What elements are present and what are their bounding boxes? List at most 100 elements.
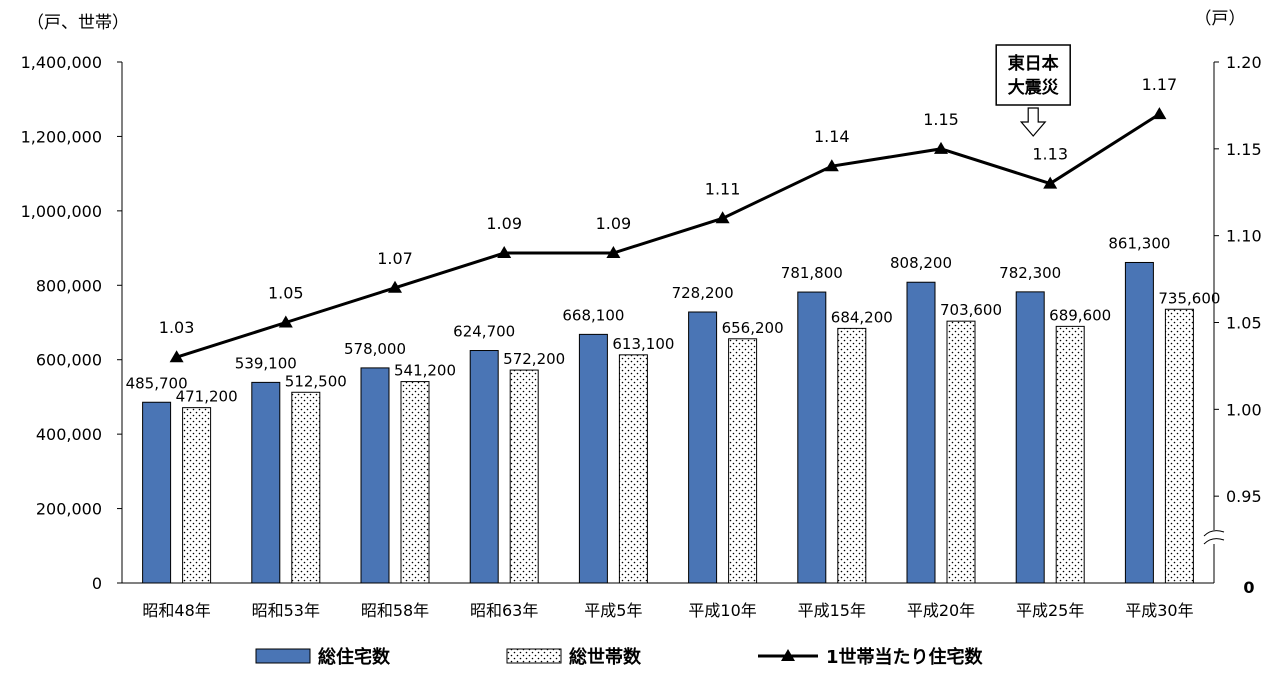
- category-label: 平成10年: [688, 601, 756, 620]
- ratio-label: 1.15: [923, 110, 959, 129]
- right-tick-label: 1.05: [1226, 314, 1262, 333]
- right-zero-label: 0: [1243, 578, 1254, 597]
- bar-label-total-housing: 861,300: [1108, 234, 1170, 252]
- bar-total-households: [509, 369, 539, 584]
- left-tick-label: 600,000: [36, 351, 102, 370]
- ratio-marker: [606, 246, 621, 259]
- bar-total-housing: [251, 381, 281, 584]
- bar-label-total-households: 471,200: [176, 388, 238, 406]
- left-tick-label: 1,200,000: [21, 127, 102, 146]
- bar-label-total-households: 512,500: [285, 372, 347, 390]
- bar-total-households: [618, 354, 648, 584]
- bar-total-housing: [142, 401, 172, 584]
- bar-total-housing: [1015, 291, 1045, 584]
- down-arrow-icon: [1019, 107, 1047, 137]
- bar-label-total-housing: 485,700: [126, 374, 188, 392]
- axis-break-mark: [1203, 530, 1225, 545]
- bar-total-households: [1055, 325, 1085, 584]
- right-tick-label: 1.10: [1226, 227, 1262, 246]
- ratio-marker: [278, 315, 293, 328]
- legend-label-total-housing: 総住宅数: [318, 646, 391, 668]
- ratio-line-path: [176, 112, 1161, 359]
- category-label: 昭和58年: [361, 601, 429, 620]
- ratio-marker: [1152, 107, 1167, 120]
- bar-label-total-housing: 539,100: [235, 354, 297, 372]
- bar-label-total-households: 689,600: [1049, 306, 1111, 324]
- left-tick-label: 0: [92, 574, 102, 593]
- bar-total-households: [837, 327, 867, 584]
- bar-total-households: [182, 407, 212, 584]
- ratio-marker: [824, 159, 839, 172]
- left-tick-label: 1,400,000: [21, 53, 102, 72]
- right-tick-label: 1.00: [1226, 400, 1262, 419]
- left-axis-ticks: 0 200,000 400,000 600,000 800,000 1,000,000 1,…: [21, 53, 122, 593]
- ratio-label: 1.05: [268, 284, 304, 303]
- legend-swatch-total-housing: [255, 648, 311, 664]
- legend-swatch-total-households: [506, 648, 562, 664]
- bar-label-total-housing: 624,700: [453, 323, 515, 341]
- ratio-line: 1.03 1.05 1.07 1.09 1.09 1.11 1.14 1.15 1.13 1.17: [159, 75, 1178, 363]
- axis-break-gap: [1202, 530, 1226, 544]
- ratio-marker: [169, 350, 184, 363]
- ratio-label: 1.03: [159, 318, 195, 337]
- legend: 総住宅数 総世帯数 1世帯当たり住宅数: [255, 646, 984, 668]
- right-axis-title: （戸）: [1195, 9, 1246, 29]
- annotation-text: 東日本: [1008, 53, 1059, 74]
- bar-total-housing: [360, 367, 390, 584]
- category-label: 平成20年: [907, 601, 975, 620]
- ratio-label: 1.09: [596, 214, 632, 233]
- category-labels: 昭和48年 昭和53年 昭和58年 昭和63年 平成5年 平成10年 平成15年 平成20年 平…: [142, 601, 1193, 620]
- ratio-marker: [715, 211, 730, 224]
- bar-total-housing: [1124, 261, 1154, 584]
- bar-total-households: [946, 320, 976, 584]
- bar-label-total-housing: 782,300: [999, 264, 1061, 282]
- ratio-label: 1.11: [705, 179, 741, 198]
- bars-total-households: [182, 308, 1194, 584]
- left-tick-label: 1,000,000: [21, 202, 102, 221]
- category-label: 平成30年: [1125, 601, 1193, 620]
- bar-total-households: [1164, 308, 1194, 584]
- right-tick-label: 1.20: [1226, 53, 1262, 72]
- bar-label-total-housing: 808,200: [890, 254, 952, 272]
- category-label: 昭和48年: [142, 601, 210, 620]
- ratio-label: 1.13: [1032, 145, 1068, 164]
- annotation-text: 大震災: [1008, 77, 1060, 98]
- category-label: 平成25年: [1016, 601, 1084, 620]
- bar-total-housing: [578, 333, 608, 584]
- ratio-label: 1.09: [486, 214, 522, 233]
- bar-label-total-households: 656,200: [722, 319, 784, 337]
- left-tick-label: 200,000: [36, 500, 102, 519]
- ratio-marker: [388, 280, 402, 293]
- bar-label-total-households: 541,200: [394, 362, 456, 380]
- bar-label-total-housing: 578,000: [344, 340, 406, 358]
- bar-label-total-housing: 728,200: [672, 284, 734, 302]
- ratio-marker: [934, 141, 948, 154]
- ratio-label: 1.14: [814, 127, 850, 146]
- bar-label-total-households: 684,200: [831, 308, 893, 326]
- bar-total-housing: [469, 350, 499, 584]
- bar-total-households: [291, 391, 321, 584]
- bar-label-total-households: 703,600: [940, 301, 1002, 319]
- left-axis-title: （戸、世帯）: [27, 13, 129, 33]
- bar-label-total-households: 613,100: [612, 335, 674, 353]
- annotation-box: [995, 44, 1071, 106]
- ratio-label: 1.07: [377, 249, 413, 268]
- right-tick-label: 1.15: [1226, 140, 1262, 159]
- legend-label-ratio: 1世帯当たり住宅数: [826, 646, 984, 668]
- legend-label-total-households: 総世帯数: [569, 646, 642, 668]
- right-axis-ticks: 0.95 1.00 1.05 1.10 1.15 1.20 0: [1202, 53, 1262, 597]
- bar-label-total-housing: 668,100: [562, 306, 624, 324]
- ratio-marker: [1043, 176, 1058, 189]
- bar-label-total-housing: 781,800: [781, 264, 843, 282]
- left-tick-label: 400,000: [36, 425, 102, 444]
- left-tick-label: 800,000: [36, 276, 102, 295]
- bar-total-households: [728, 338, 758, 584]
- legend-marker-ratio: [781, 649, 795, 661]
- bar-data-labels: 485,700 539,100 578,000 624,700 668,100 728,2…: [126, 234, 1221, 405]
- category-label: 平成15年: [798, 601, 866, 620]
- bars-total-housing: [142, 261, 1154, 584]
- bar-total-housing: [797, 291, 827, 584]
- ratio-label: 1.17: [1142, 75, 1178, 94]
- bar-label-total-households: 572,200: [503, 350, 565, 368]
